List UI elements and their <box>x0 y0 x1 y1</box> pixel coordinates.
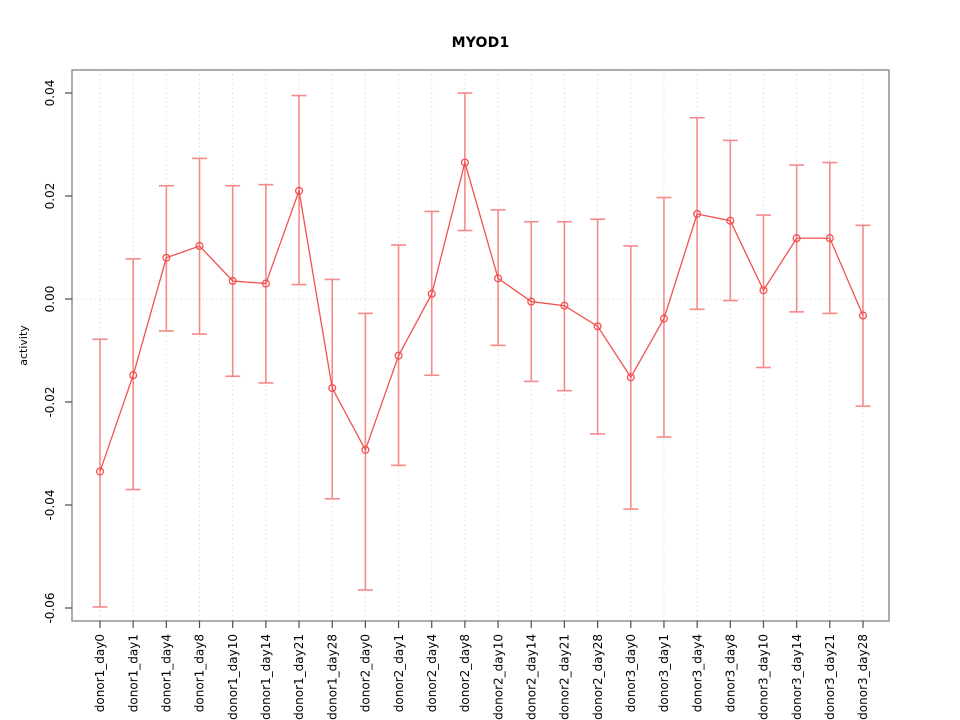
svg-text:donor2_day1: donor2_day1 <box>392 634 406 712</box>
svg-text:donor2_day21: donor2_day21 <box>558 634 572 720</box>
svg-text:0.02: 0.02 <box>43 183 57 210</box>
svg-text:donor1_day0: donor1_day0 <box>93 634 107 712</box>
y-axis: 0.04 0.02 0.00 -0.02 -0.04 -0.06 <box>43 80 72 624</box>
svg-text:donor3_day4: donor3_day4 <box>690 634 704 712</box>
svg-text:-0.02: -0.02 <box>43 386 57 417</box>
svg-text:donor2_day8: donor2_day8 <box>458 634 472 712</box>
series-line <box>99 160 864 472</box>
y-axis-label: activity <box>17 325 30 366</box>
svg-text:donor3_day10: donor3_day10 <box>757 634 771 720</box>
svg-text:-0.06: -0.06 <box>43 592 57 623</box>
svg-text:donor3_day28: donor3_day28 <box>856 634 870 720</box>
svg-text:donor1_day8: donor1_day8 <box>193 634 207 712</box>
svg-text:donor3_day8: donor3_day8 <box>724 634 738 712</box>
x-axis: donor1_day0 donor1_day1 donor1_day4 donor1_… <box>93 621 870 720</box>
svg-text:donor1_day10: donor1_day10 <box>226 634 240 720</box>
svg-text:donor1_day4: donor1_day4 <box>160 634 174 712</box>
svg-text:0.04: 0.04 <box>43 80 57 107</box>
svg-text:donor3_day1: donor3_day1 <box>657 634 671 712</box>
plot-frame <box>71 69 890 622</box>
svg-text:donor3_day21: donor3_day21 <box>823 634 837 720</box>
error-bars <box>92 92 871 608</box>
svg-text:donor1_day21: donor1_day21 <box>292 634 306 720</box>
svg-text:donor2_day28: donor2_day28 <box>591 634 605 720</box>
gridlines <box>72 70 889 621</box>
svg-text:donor2_day4: donor2_day4 <box>425 634 439 712</box>
svg-text:donor2_day0: donor2_day0 <box>359 634 373 712</box>
data-points <box>95 158 868 476</box>
svg-text:donor2_day14: donor2_day14 <box>524 634 538 720</box>
svg-text:donor3_day14: donor3_day14 <box>790 634 804 720</box>
svg-text:donor1_day1: donor1_day1 <box>126 634 140 712</box>
chart-title: MYOD1 <box>451 35 510 51</box>
svg-text:-0.04: -0.04 <box>43 489 57 520</box>
svg-text:donor1_day28: donor1_day28 <box>325 634 339 720</box>
svg-text:donor3_day0: donor3_day0 <box>624 634 638 712</box>
svg-text:donor1_day14: donor1_day14 <box>259 634 273 720</box>
svg-text:0.00: 0.00 <box>43 286 57 313</box>
svg-text:donor2_day10: donor2_day10 <box>491 634 505 720</box>
